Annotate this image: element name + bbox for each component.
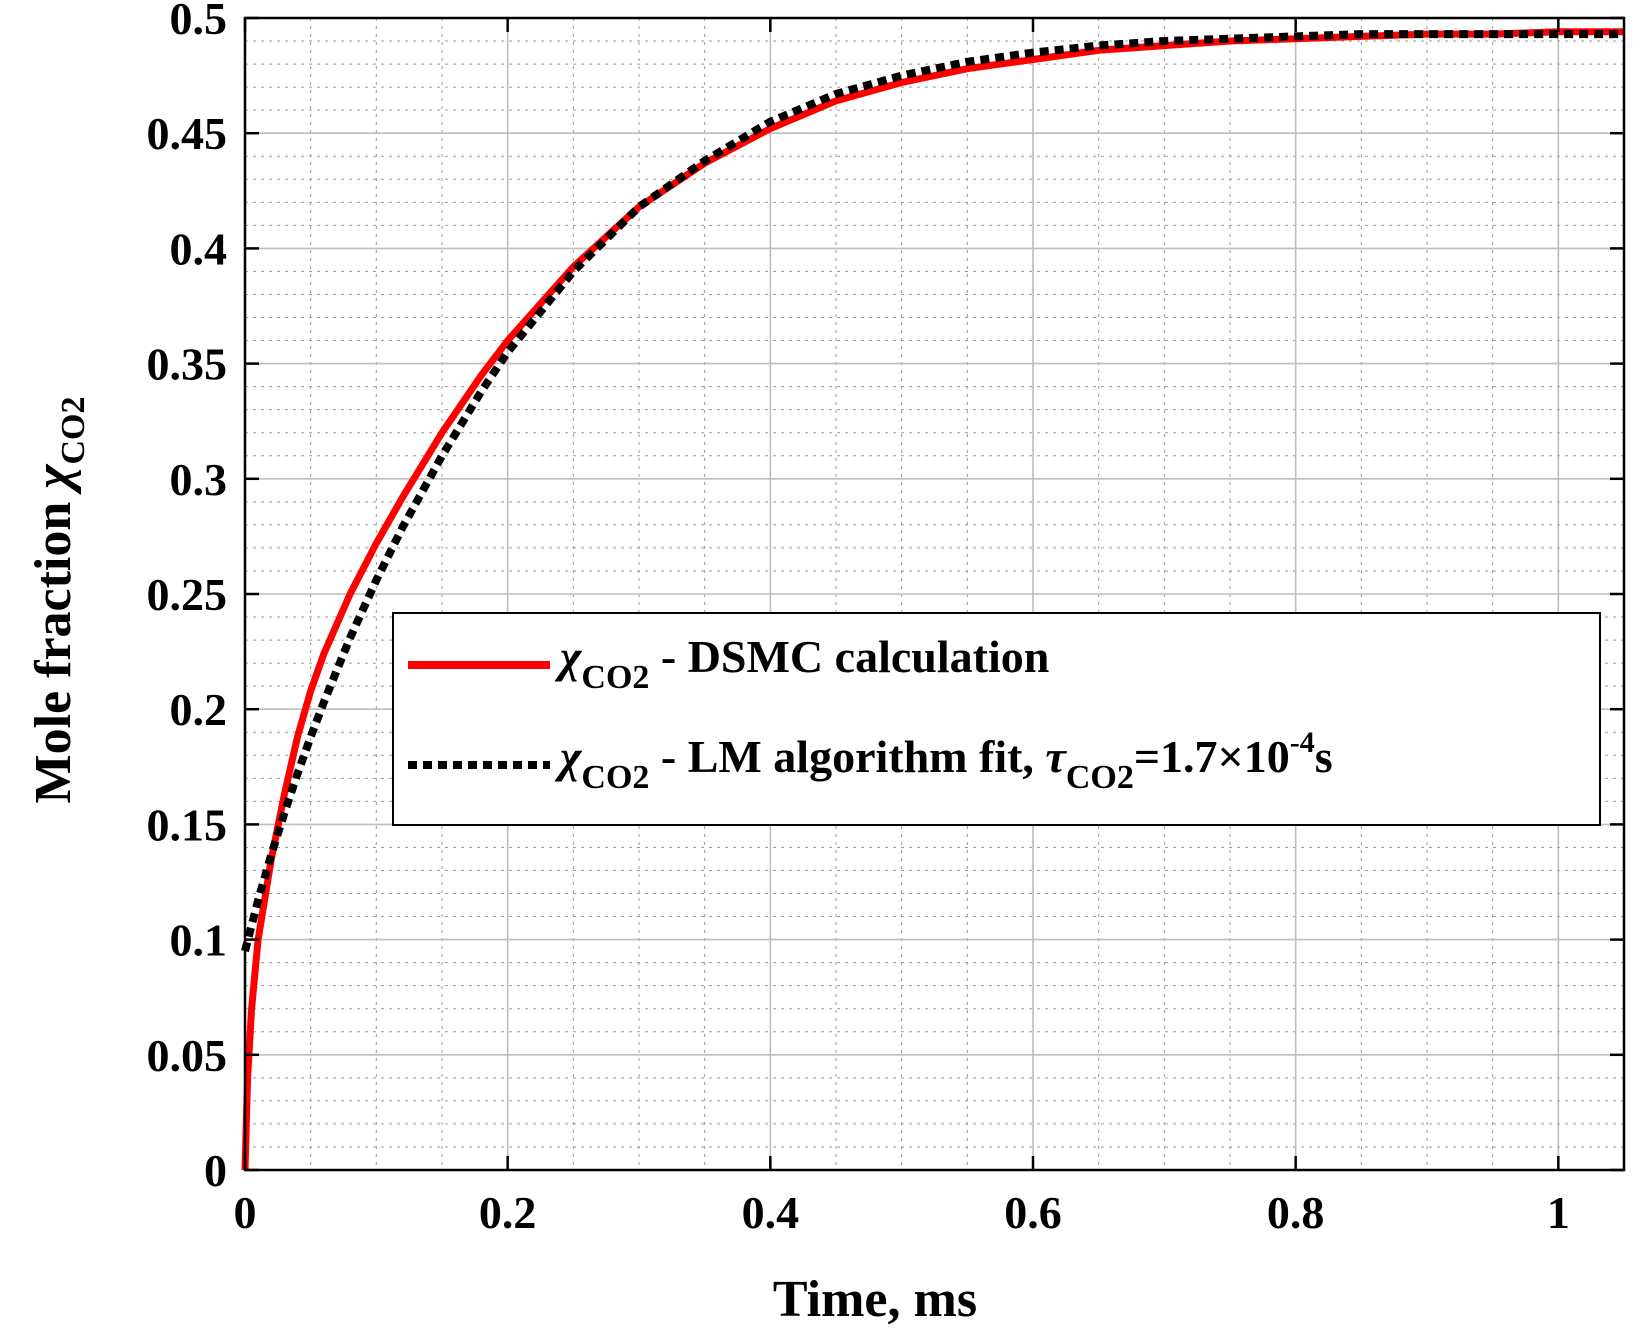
y-tick-label: 0.35 — [147, 339, 228, 390]
y-tick-label: 0.4 — [170, 223, 228, 274]
legend-lm-exponent: -4 — [1290, 726, 1315, 759]
legend-lm-text: - LM algorithm fit, — [649, 731, 1045, 782]
x-tick-label: 1 — [1547, 1187, 1570, 1238]
y-tick-label: 0.45 — [147, 108, 228, 159]
legend-lm-tau-subscript: CO2 — [1066, 759, 1134, 796]
y-tick-label: 0.3 — [170, 454, 228, 505]
legend-lm-unit: s — [1315, 731, 1333, 782]
series-layer — [241, 28, 1624, 1171]
y-axis-label: Mole fraction χCO2 — [25, 397, 92, 804]
y-tick-label: 0 — [204, 1145, 227, 1196]
y-tick-labels: 0 0.05 0.1 0.15 0.2 0.25 0.3 0.35 0.4 0.45 0.5 — [147, 0, 228, 1196]
x-tick-label: 0.2 — [479, 1187, 537, 1238]
x-axis-label: Time, ms — [773, 1271, 977, 1328]
legend-lm-subscript: CO2 — [581, 759, 649, 796]
series-line-lm-fit — [241, 30, 1624, 953]
y-tick-label: 0.1 — [170, 915, 228, 966]
x-tick-label: 0 — [234, 1187, 257, 1238]
legend-dsmc-subscript: CO2 — [581, 659, 649, 696]
legend-lm-tau-symbol: τ — [1045, 731, 1067, 782]
y-axis-subscript: CO2 — [55, 397, 92, 465]
y-axis-label-text: Mole fraction — [25, 489, 82, 804]
legend-entry-lm-fit: χCO2 - LM algorithm fit, τCO2=1.7×10-4s — [554, 726, 1333, 796]
x-tick-labels: 0 0.2 0.4 0.6 0.8 1 — [234, 1187, 1570, 1238]
y-axis-chi-symbol: χ — [25, 463, 82, 495]
x-tick-label: 0.8 — [1267, 1187, 1325, 1238]
x-tick-label: 0.6 — [1004, 1187, 1062, 1238]
legend-lm-value: =1.7×10 — [1134, 731, 1290, 782]
legend-dsmc-text: - DSMC calculation — [649, 631, 1049, 682]
legend: χCO2 - DSMC calculation χCO2 - LM algori… — [392, 612, 1601, 826]
axis-ticks — [243, 16, 1624, 1172]
y-tick-label: 0.2 — [170, 684, 228, 735]
x-tick-label: 0.4 — [742, 1187, 800, 1238]
legend-box — [392, 612, 1601, 826]
y-tick-label: 0.5 — [170, 0, 228, 44]
y-tick-label: 0.05 — [147, 1030, 228, 1081]
y-tick-label: 0.25 — [147, 569, 228, 620]
y-tick-label: 0.15 — [147, 799, 228, 850]
